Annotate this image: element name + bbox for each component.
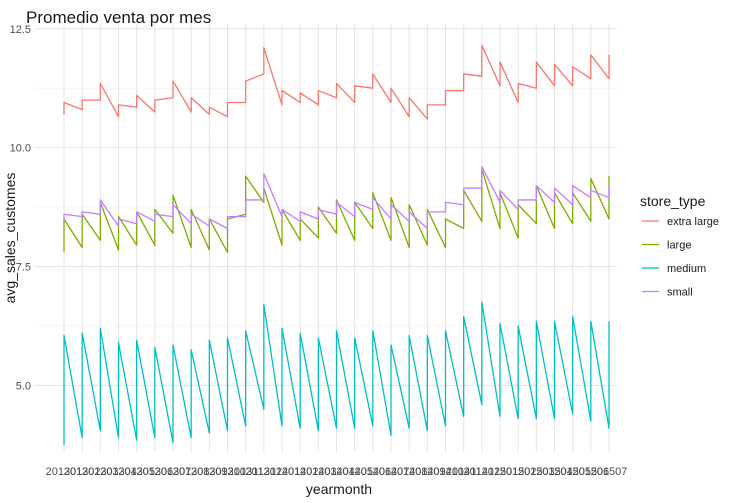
x-tick-label: 201308 <box>173 466 210 478</box>
x-tick-label: 201302 <box>64 466 101 478</box>
x-tick-label: 201505 <box>554 466 591 478</box>
y-tick-label: 5.0 <box>16 380 31 392</box>
x-tick-label: 201310 <box>209 466 246 478</box>
x-tick-label: 201411 <box>446 466 482 478</box>
x-axis-ticks: 2013012013022013032013042013052013062013… <box>46 466 628 478</box>
y-axis-title: avg_sales_customes <box>2 173 18 304</box>
series-layer <box>63 44 610 445</box>
x-tick-label: 201402 <box>282 466 319 478</box>
legend-label: large <box>667 240 691 252</box>
x-tick-label: 201305 <box>118 466 155 478</box>
legend-label: small <box>667 287 693 299</box>
legend-label: medium <box>667 263 706 275</box>
x-tick-label: 201502 <box>500 466 537 478</box>
x-tick-label: 201409 <box>409 466 446 478</box>
legend-title: store_type <box>640 193 706 209</box>
series-line-extra-large <box>63 44 610 120</box>
y-tick-label: 10.0 <box>10 143 31 155</box>
x-tick-label: 201403 <box>300 466 337 478</box>
x-tick-label: 201410 <box>427 466 464 478</box>
x-tick-label: 201404 <box>318 466 355 478</box>
x-tick-label: 201501 <box>482 466 519 478</box>
y-tick-label: 12.5 <box>10 24 31 36</box>
x-tick-label: 201408 <box>391 466 428 478</box>
x-tick-label: 201503 <box>518 466 555 478</box>
series-line-medium <box>63 301 610 445</box>
series-line-small <box>63 166 610 230</box>
y-axis-ticks: 5.0 7.5 10.0 12.5 <box>10 24 31 393</box>
x-tick-label: 201406 <box>354 466 391 478</box>
legend-label: extra large <box>667 216 719 228</box>
series-line-large <box>63 168 610 253</box>
x-tick-label: 201303 <box>82 466 119 478</box>
legend: store_type extra large large medium small <box>640 193 719 299</box>
x-tick-label: 201504 <box>536 466 573 478</box>
x-tick-label: 201311 <box>228 466 264 478</box>
x-tick-label: 201309 <box>191 466 228 478</box>
x-tick-label: 201412 <box>463 466 500 478</box>
x-tick-label: 201506 <box>572 466 609 478</box>
x-tick-label: 201307 <box>155 466 192 478</box>
x-tick-label: 201312 <box>245 466 282 478</box>
x-tick-label: 201407 <box>373 466 410 478</box>
x-tick-label: 201401 <box>264 466 301 478</box>
x-tick-label: 201306 <box>136 466 173 478</box>
y-tick-label: 7.5 <box>16 262 31 274</box>
x-tick-label: 201301 <box>46 466 83 478</box>
x-tick-label: 201304 <box>100 466 137 478</box>
x-axis-title: yearmonth <box>306 481 372 497</box>
x-tick-label: 201405 <box>336 466 373 478</box>
x-tick-label: 201507 <box>591 466 628 478</box>
chart-title: Promedio venta por mes <box>26 8 211 27</box>
